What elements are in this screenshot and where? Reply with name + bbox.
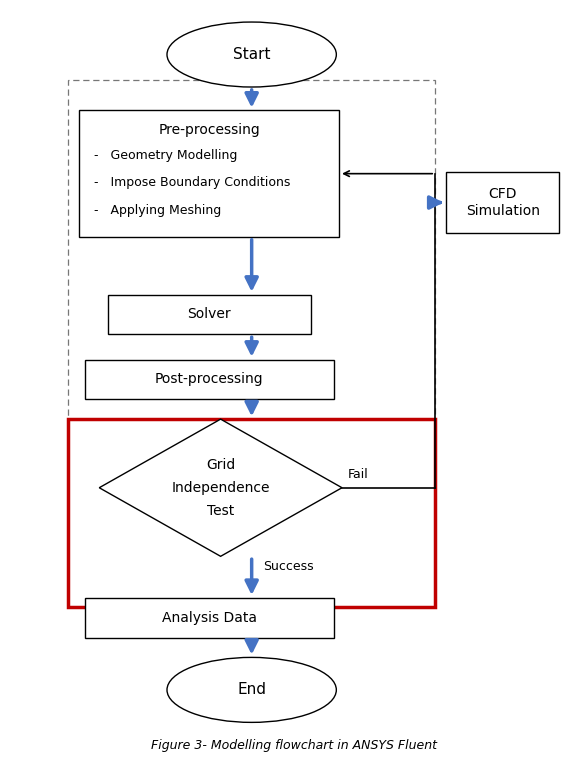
Text: -   Applying Meshing: - Applying Meshing [93, 204, 221, 217]
Text: Fail: Fail [348, 467, 368, 480]
Text: Post-processing: Post-processing [155, 372, 263, 386]
Ellipse shape [167, 657, 336, 722]
Text: Success: Success [263, 560, 313, 574]
Bar [108, 295, 311, 334]
Text: End: End [237, 682, 266, 698]
Bar [68, 420, 435, 606]
Text: Analysis Data: Analysis Data [162, 611, 257, 625]
Text: Pre-processing: Pre-processing [158, 123, 260, 138]
Text: Figure 3- Modelling flowchart in ANSYS Fluent: Figure 3- Modelling flowchart in ANSYS F… [151, 739, 437, 752]
Polygon shape [99, 419, 342, 556]
Text: Test: Test [207, 504, 234, 518]
Bar [85, 359, 333, 399]
Bar [85, 598, 333, 638]
Text: Independence: Independence [171, 481, 270, 495]
Bar [446, 172, 559, 233]
Ellipse shape [167, 22, 336, 87]
Bar [68, 80, 435, 606]
Bar [79, 110, 339, 237]
Text: -   Geometry Modelling: - Geometry Modelling [93, 149, 237, 162]
Text: -   Impose Boundary Conditions: - Impose Boundary Conditions [93, 176, 290, 189]
Text: CFD
Simulation: CFD Simulation [466, 188, 540, 217]
Text: Start: Start [233, 47, 270, 62]
Text: Grid: Grid [206, 458, 235, 472]
Text: Solver: Solver [188, 308, 231, 321]
